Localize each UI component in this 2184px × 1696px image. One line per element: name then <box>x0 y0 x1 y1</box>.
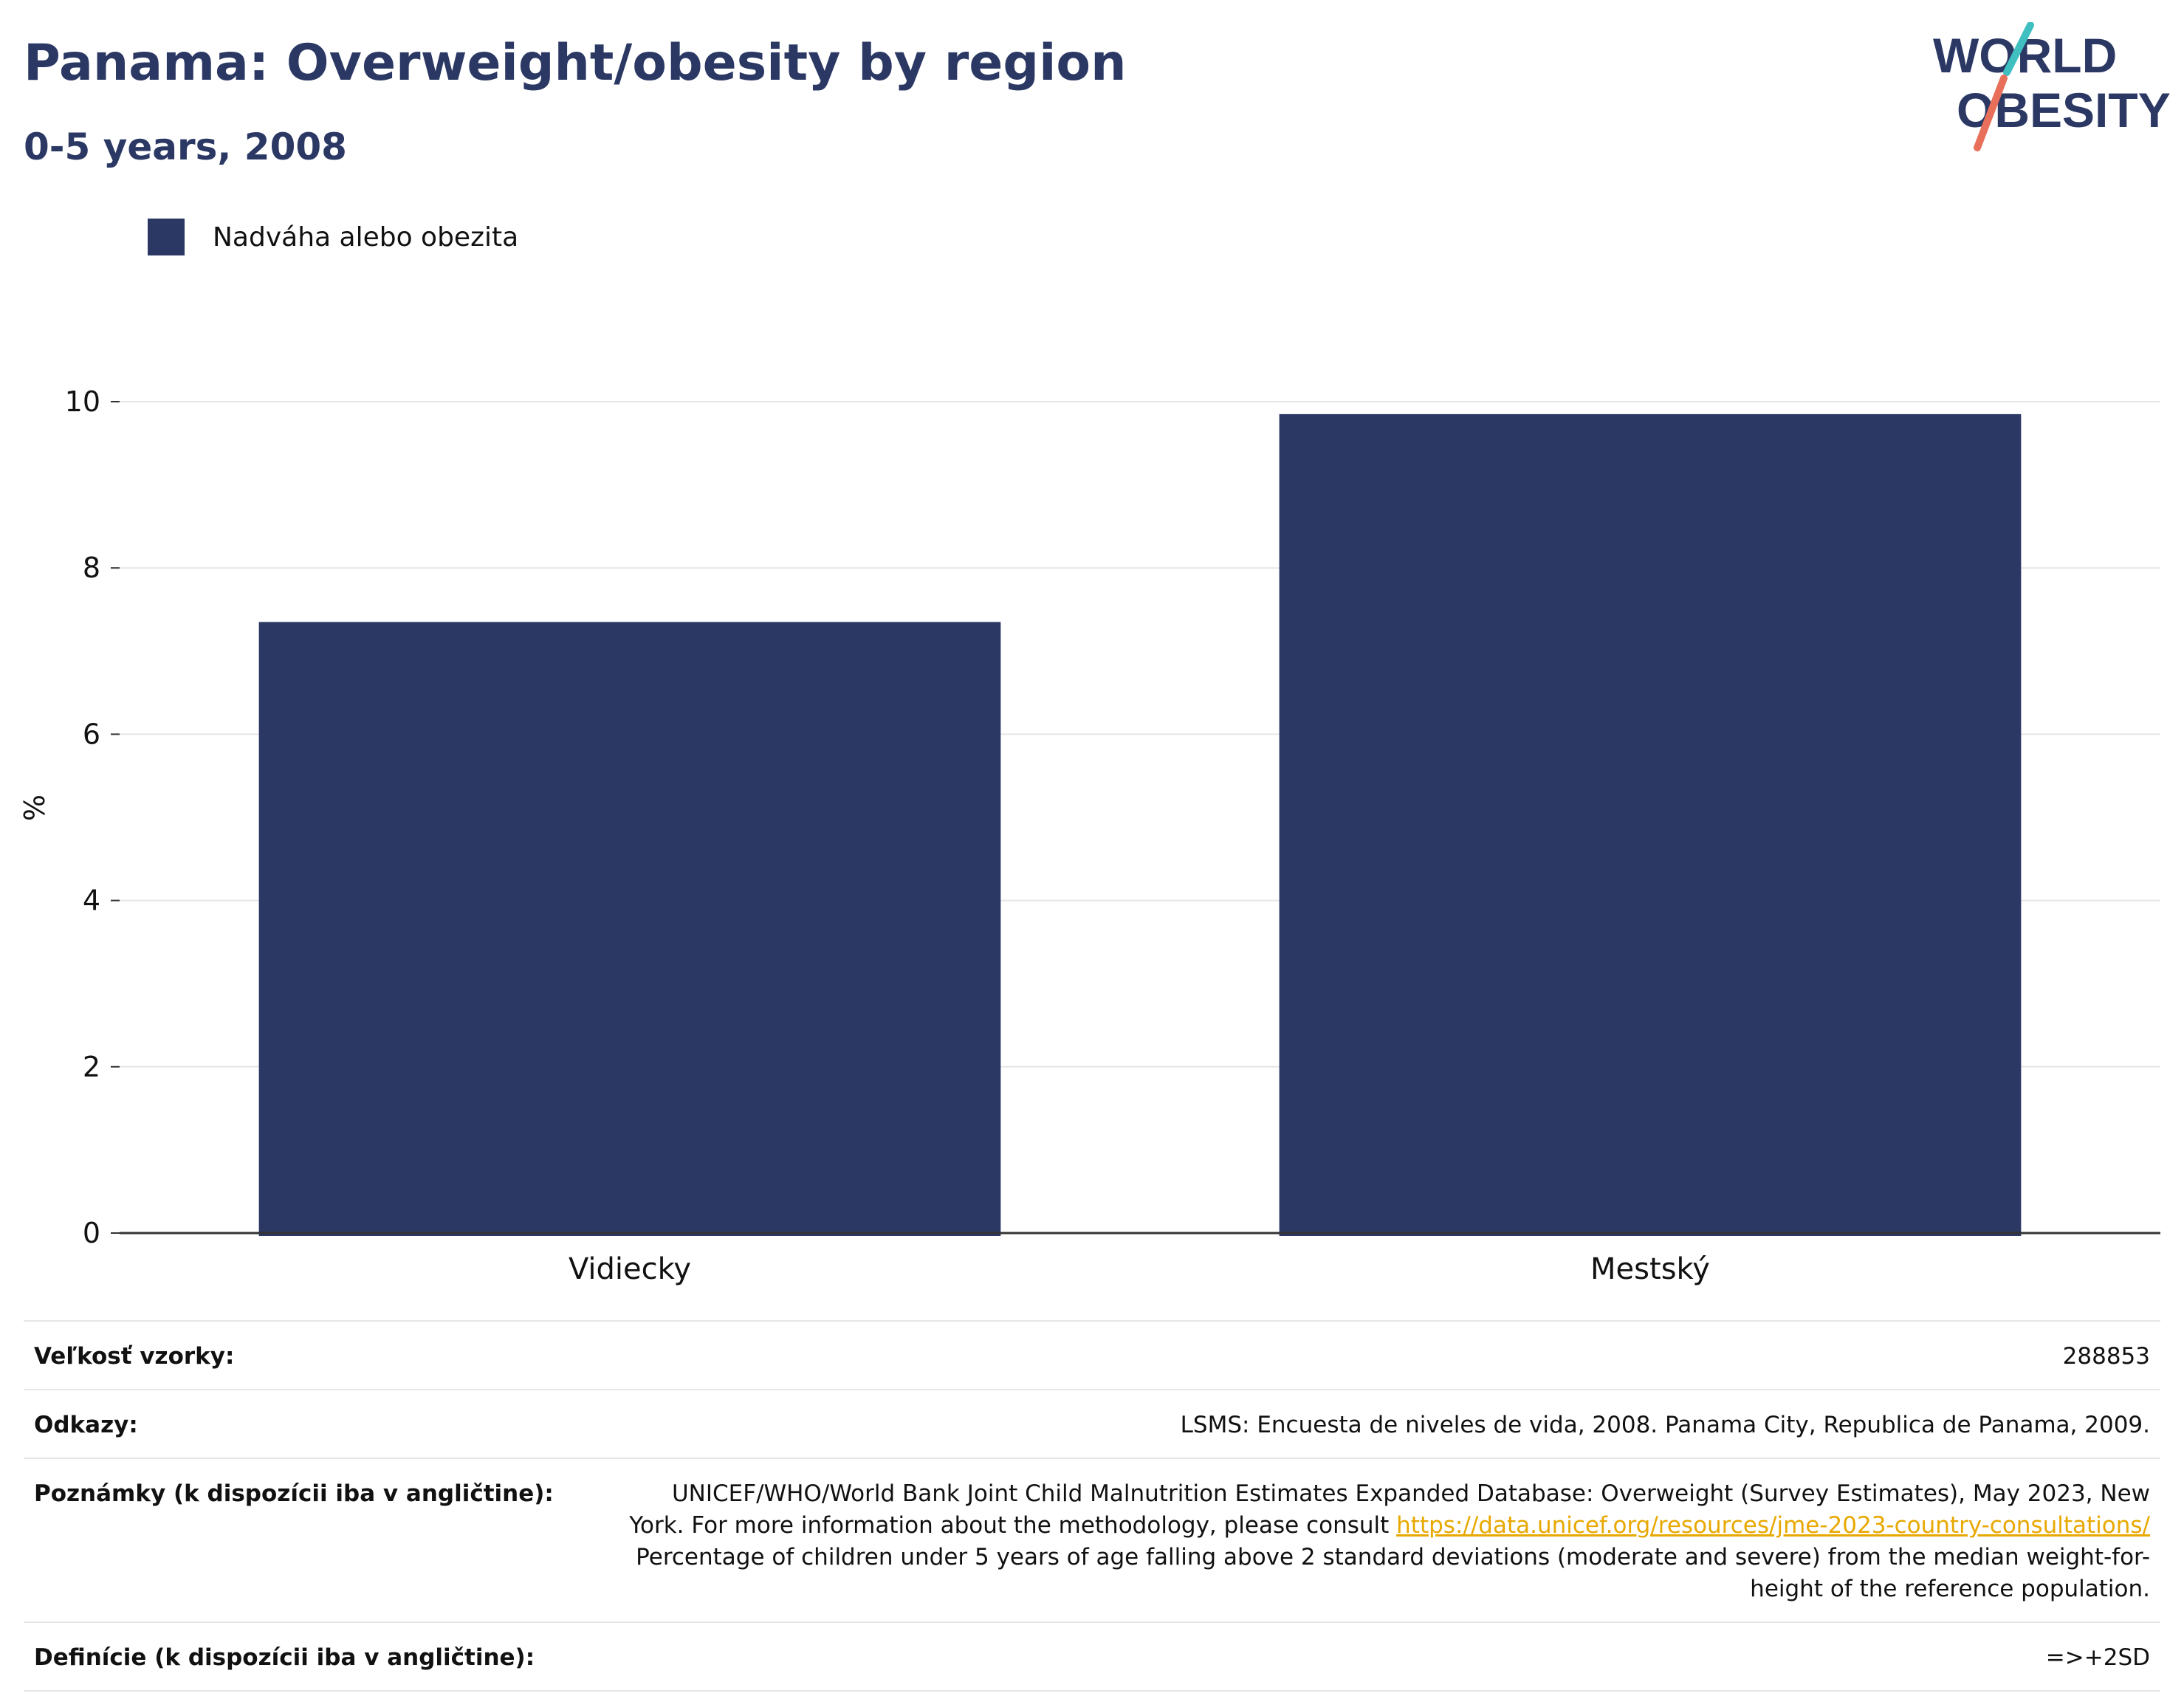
notes-link[interactable]: https://data.unicef.org/resources/jme-20… <box>1396 1512 2150 1539</box>
bars <box>258 413 2022 1236</box>
notes-text-2: Percentage of children under 5 years of … <box>636 1544 2150 1602</box>
metadata-table: Veľkosť vzorky: 288853 Odkazy: LSMS: Enc… <box>24 1320 2160 1692</box>
notes-row: Poznámky (k dispozícii iba v angličtine)… <box>24 1458 2160 1621</box>
legend[interactable]: Nadváha alebo obezita <box>148 219 518 255</box>
logo-slash-top-icon <box>2003 22 2034 76</box>
references-value: LSMS: Encuesta de niveles de vida, 2008.… <box>1180 1412 2150 1438</box>
sample-size-row: Veľkosť vzorky: 288853 <box>24 1320 2160 1389</box>
bar-vidiecky[interactable] <box>258 622 1001 1236</box>
bar-chart: 0 2 4 6 8 10 Vidiecky Mestský % <box>18 385 2160 1286</box>
legend-swatch <box>148 219 185 255</box>
x-tick-label: Mestský <box>1590 1252 1710 1286</box>
references-label: Odkazy: <box>34 1412 138 1438</box>
notes-text-1: UNICEF/WHO/World Bank Joint Child Malnut… <box>629 1480 2150 1539</box>
definitions-label: Definície (k dispozícii iba v angličtine… <box>34 1644 535 1671</box>
y-tick-label: 4 <box>83 885 100 917</box>
y-tick-label: 2 <box>83 1051 100 1083</box>
sample-size-value: 288853 <box>2062 1343 2150 1370</box>
chart-title: Panama: Overweight/obesity by region <box>24 34 1127 92</box>
legend-label: Nadváha alebo obezita <box>213 222 519 253</box>
bar-mestský[interactable] <box>1279 413 2022 1236</box>
y-tick-label: 6 <box>83 718 100 750</box>
x-tick-label: Vidiecky <box>569 1252 691 1286</box>
notes-label: Poznámky (k dispozícii iba v angličtine)… <box>34 1480 554 1507</box>
chart-subtitle: 0-5 years, 2008 <box>24 126 347 168</box>
y-tick-label: 8 <box>83 552 100 584</box>
notes-value: UNICEF/WHO/World Bank Joint Child Malnut… <box>614 1478 2150 1605</box>
logo-slash-bottom-icon <box>1974 75 2008 151</box>
definitions-value: =>+2SD <box>2045 1644 2150 1671</box>
y-tick-label: 0 <box>83 1217 100 1249</box>
axes: 0 2 4 6 8 10 Vidiecky Mestský <box>65 385 2160 1286</box>
world-obesity-logo[interactable]: WORLD OBESITY <box>1927 22 2171 155</box>
y-axis-label: % <box>18 794 51 821</box>
definitions-row: Definície (k dispozícii iba v angličtine… <box>24 1621 2160 1692</box>
sample-size-label: Veľkosť vzorky: <box>34 1343 235 1370</box>
y-tick-label: 10 <box>65 385 100 418</box>
references-row: Odkazy: LSMS: Encuesta de niveles de vid… <box>24 1389 2160 1458</box>
